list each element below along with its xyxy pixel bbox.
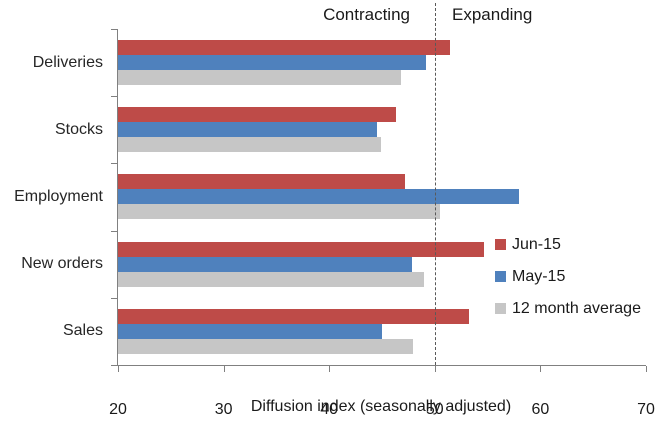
expanding-annotation: Expanding [452,5,533,24]
x-axis-tick-label: 20 [109,401,127,418]
y-axis-tick [111,365,118,366]
legend-item-12-month-average: 12 month average [495,300,641,317]
y-axis-tick [111,29,118,30]
legend: Jun-15 May-15 12 month average [495,236,641,317]
bar-jun-15-employment [118,174,406,190]
category-label-employment: Employment [14,187,103,205]
legend-swatch-icon [495,271,506,282]
category-label-sales: Sales [62,322,103,340]
x-axis-tick-label: 40 [320,401,339,418]
y-axis-category-labels: Deliveries Stocks Employment New orders Sale… [0,29,103,365]
x-axis-title: Diffusion index (seasonally adjusted) [250,398,512,415]
plot-area: 20 30 40 50 60 70 [109,3,655,418]
bar-jun-15-sales [118,308,469,324]
x-axis-tick-label: 70 [637,401,655,418]
x-axis-tick-label: 60 [531,401,550,418]
x-axis-tick [434,366,436,372]
legend-item-jun-15: Jun-15 [495,236,641,253]
bar-may-15-sales [118,323,382,339]
y-axis-tick [111,297,118,299]
bar-jun-15-deliveries [118,40,450,55]
bar-12-month-average-stocks [118,137,381,153]
legend-item-may-15: May-15 [495,268,641,285]
x-axis-tick [118,366,119,372]
bar-jun-15-stocks [118,107,396,123]
bar-12-month-average-employment [118,204,441,220]
bar-may-15-new-orders [118,256,412,272]
bar-12-month-average-deliveries [118,70,401,85]
category-label-deliveries: Deliveries [32,53,103,71]
legend-swatch-icon [495,303,506,314]
category-label-stocks: Stocks [54,120,103,138]
legend-label: 12 month average [512,300,641,317]
y-axis-tick [111,230,118,232]
x-axis-tick [646,366,647,372]
x-axis-tick [223,366,225,372]
contracting-annotation: Contracting [323,5,410,24]
legend-label: May-15 [512,268,566,285]
legend-swatch-icon [495,239,506,250]
x-axis-tick [540,366,542,372]
bar-12-month-average-new-orders [118,271,425,287]
bar-may-15-deliveries [118,55,427,70]
legend-label: Jun-15 [512,236,561,253]
bar-may-15-stocks [118,122,377,138]
x-axis-tick-label: 50 [425,401,444,418]
bar-12-month-average-sales [118,338,413,354]
bar-may-15-employment [118,189,520,205]
x-axis-tick-label: 30 [214,401,233,418]
category-label-new-orders: New orders [21,255,103,273]
y-axis-tick [111,96,118,98]
bar-jun-15-new-orders [118,241,485,257]
x-axis-tick [329,366,331,372]
reference-line-50 [434,3,436,365]
y-axis-tick [111,163,118,165]
